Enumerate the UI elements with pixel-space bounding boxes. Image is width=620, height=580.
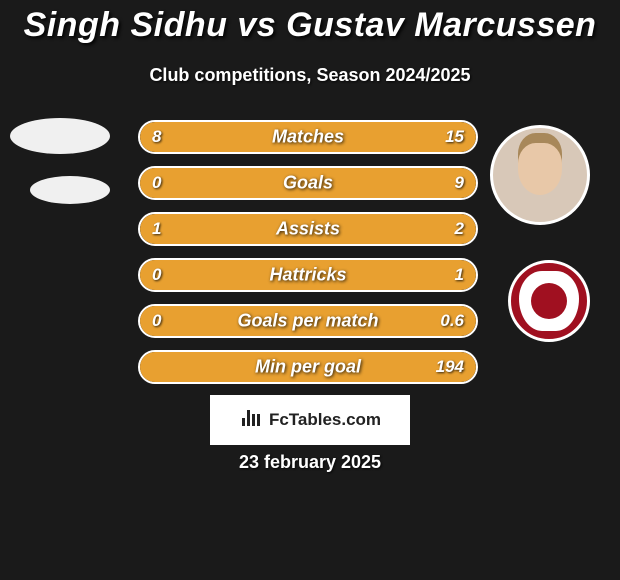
stat-value-right: 194 <box>436 357 464 377</box>
stat-value-left: 1 <box>152 219 161 239</box>
club-left-badge <box>30 176 110 204</box>
player-left-avatar <box>10 118 110 154</box>
stat-value-left: 0 <box>152 173 161 193</box>
stat-value-left: 8 <box>152 127 161 147</box>
stats-container: 8 Matches 15 0 Goals 9 1 Assists 2 0 Hat… <box>138 120 478 396</box>
stat-row-assists: 1 Assists 2 <box>138 212 478 246</box>
stat-label: Goals per match <box>237 311 378 332</box>
branding-box: FcTables.com <box>210 395 410 445</box>
stat-label: Min per goal <box>255 357 361 378</box>
club-right-inner <box>519 271 579 331</box>
branding-text: FcTables.com <box>269 410 381 430</box>
stat-value-right: 9 <box>455 173 464 193</box>
page-subtitle: Club competitions, Season 2024/2025 <box>0 65 620 86</box>
stat-value-right: 1 <box>455 265 464 285</box>
stat-value-left: 0 <box>152 265 161 285</box>
player-right-avatar <box>490 125 590 225</box>
page-title: Singh Sidhu vs Gustav Marcussen <box>0 0 620 45</box>
stat-row-matches: 8 Matches 15 <box>138 120 478 154</box>
stat-row-hattricks: 0 Hattricks 1 <box>138 258 478 292</box>
stat-value-right: 0.6 <box>440 311 464 331</box>
stat-value-right: 2 <box>455 219 464 239</box>
stat-label: Goals <box>283 173 333 194</box>
stat-value-right: 15 <box>445 127 464 147</box>
stat-label: Assists <box>276 219 340 240</box>
date-text: 23 february 2025 <box>239 452 381 473</box>
stat-value-left: 0 <box>152 311 161 331</box>
chart-icon <box>239 406 263 435</box>
stat-label: Hattricks <box>269 265 346 286</box>
stat-row-gpm: 0 Goals per match 0.6 <box>138 304 478 338</box>
stat-row-goals: 0 Goals 9 <box>138 166 478 200</box>
stat-row-mpg: Min per goal 194 <box>138 350 478 384</box>
stat-label: Matches <box>272 127 344 148</box>
club-right-badge <box>508 260 590 342</box>
